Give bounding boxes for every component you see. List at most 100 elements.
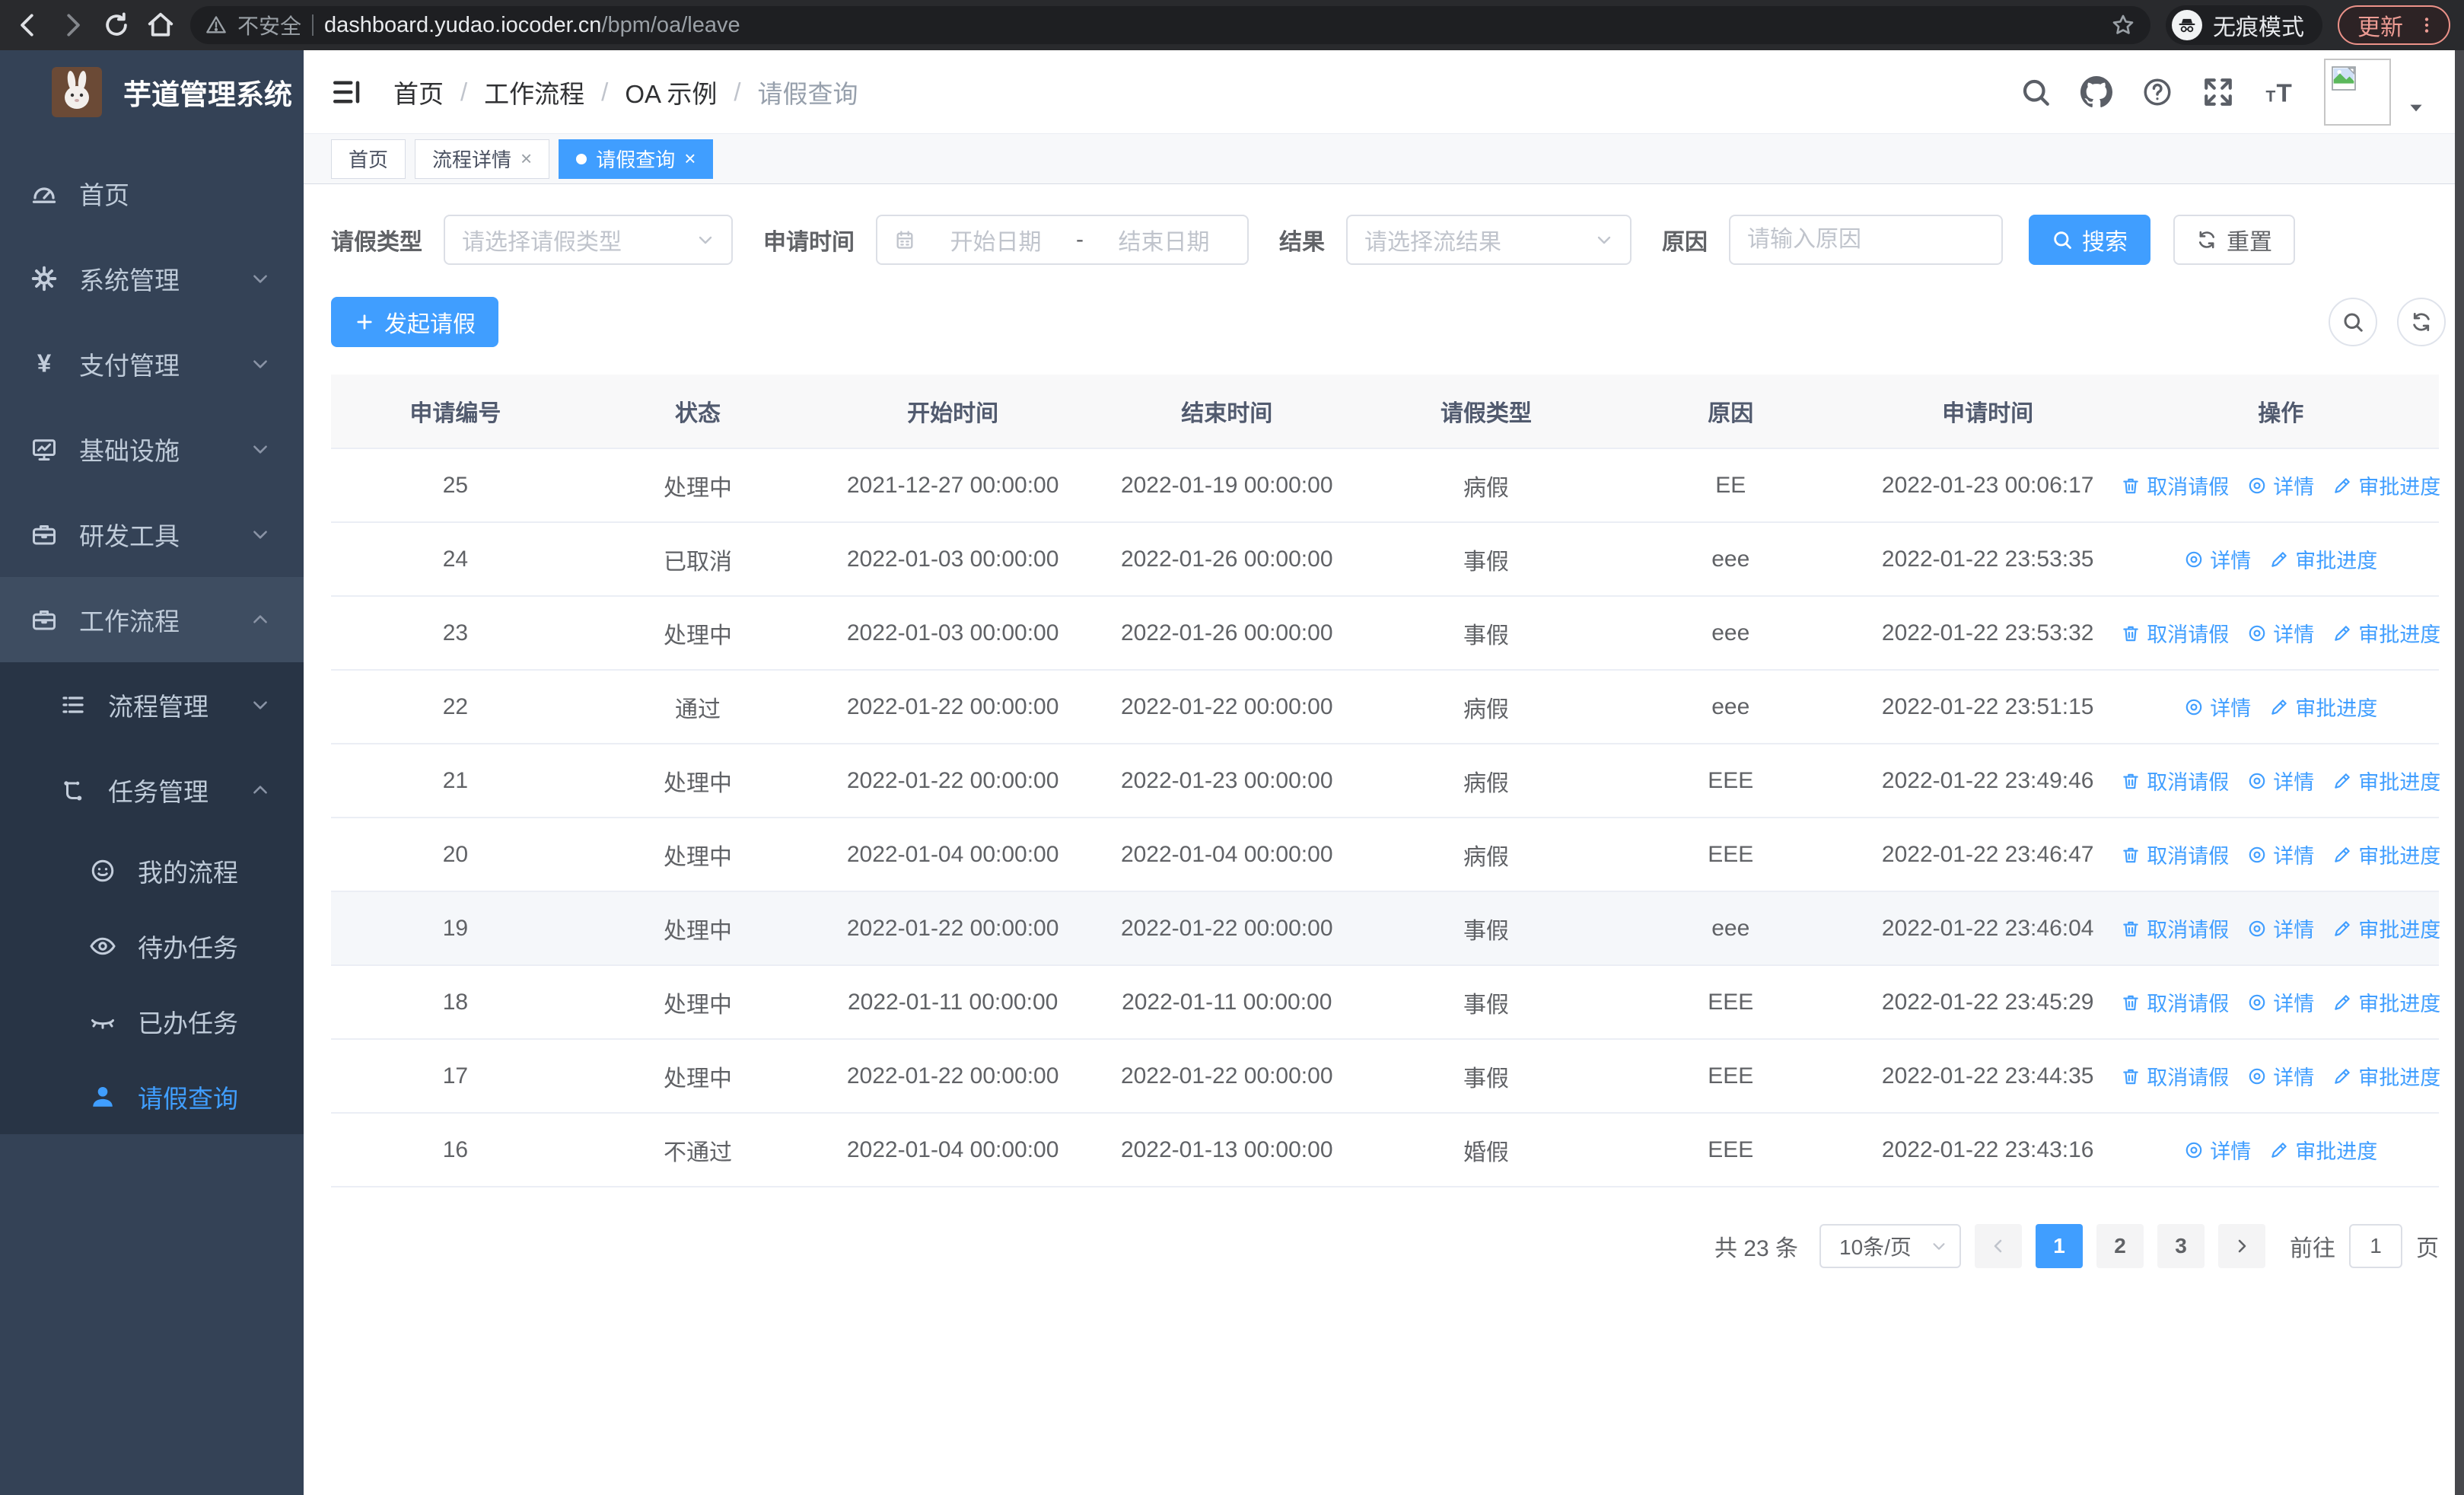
caret-down-icon[interactable] <box>2406 98 2426 118</box>
font-size-icon[interactable] <box>2263 76 2295 108</box>
trash-icon <box>2121 919 2141 939</box>
user-menu[interactable] <box>2324 58 2426 126</box>
cancel-leave-link[interactable]: 取消请假 <box>2121 840 2229 869</box>
breadcrumb-item[interactable]: 工作流程 <box>484 79 585 108</box>
tab-leave-query[interactable]: 请假查询 × <box>559 139 714 179</box>
sidebar-menu: 首页 系统管理 支付管理 基础设施 研发工具 <box>0 132 304 1134</box>
approval-progress-link[interactable]: 审批进度 <box>2332 987 2440 1017</box>
sidebar-item-process-mgmt[interactable]: 流程管理 <box>0 662 304 748</box>
detail-link[interactable]: 详情 <box>2184 544 2251 574</box>
sidebar-item-workflow[interactable]: 工作流程 <box>0 577 304 662</box>
approval-progress-link[interactable]: 审批进度 <box>2332 618 2440 648</box>
detail-link[interactable]: 详情 <box>2247 470 2314 500</box>
detail-link[interactable]: 详情 <box>2184 692 2251 722</box>
sidebar-item-task-mgmt[interactable]: 任务管理 <box>0 748 304 833</box>
next-page-button[interactable] <box>2218 1224 2265 1268</box>
avatar[interactable] <box>2324 58 2391 126</box>
bookmark-star-icon[interactable] <box>2111 13 2135 37</box>
address-bar[interactable]: 不安全 dashboard.yudao.iocoder.cn/bpm/oa/le… <box>190 6 2150 44</box>
breadcrumb-item[interactable]: 首页 <box>393 79 444 108</box>
chevron-down-icon <box>1931 1238 1947 1254</box>
page-button-1[interactable]: 1 <box>2036 1224 2083 1268</box>
total-count: 共 23 条 <box>1714 1236 1798 1261</box>
cancel-leave-link[interactable]: 取消请假 <box>2121 766 2229 795</box>
sidebar-item-infra[interactable]: 基础设施 <box>0 406 304 492</box>
sidebar-item-home[interactable]: 首页 <box>0 151 304 236</box>
cancel-leave-link[interactable]: 取消请假 <box>2121 618 2229 648</box>
detail-link[interactable]: 详情 <box>2247 987 2314 1017</box>
browser-menu-icon[interactable] <box>2417 15 2437 35</box>
detail-link[interactable]: 详情 <box>2247 766 2314 795</box>
main-area: 首页 / 工作流程 / OA 示例 / 请假查询 <box>304 50 2464 1495</box>
goto-page-input[interactable] <box>2349 1224 2402 1268</box>
apply-time-range-picker[interactable]: 开始日期 - 结束日期 <box>876 215 1249 265</box>
toggle-search-button[interactable] <box>2329 298 2377 346</box>
fullscreen-icon[interactable] <box>2202 76 2234 108</box>
tab-home[interactable]: 首页 <box>331 139 406 179</box>
sidebar-item-devtools[interactable]: 研发工具 <box>0 492 304 577</box>
page-size-select[interactable]: 10条/页 <box>1819 1224 1961 1268</box>
col-header-apply-time: 申请时间 <box>1852 375 2123 449</box>
reason-input[interactable] <box>1730 216 2001 263</box>
search-button[interactable]: 搜索 <box>2029 215 2150 265</box>
refresh-table-button[interactable] <box>2397 298 2446 346</box>
app-logo <box>52 67 102 117</box>
cancel-leave-link[interactable]: 取消请假 <box>2121 987 2229 1017</box>
close-icon[interactable]: × <box>520 147 533 170</box>
sidebar-item-system[interactable]: 系统管理 <box>0 236 304 321</box>
prev-page-button[interactable] <box>1975 1224 2022 1268</box>
sidebar-item-pay[interactable]: 支付管理 <box>0 321 304 406</box>
view-icon <box>2247 476 2267 496</box>
detail-link[interactable]: 详情 <box>2184 1135 2251 1165</box>
detail-link[interactable]: 详情 <box>2247 840 2314 869</box>
sidebar-collapse-icon[interactable] <box>331 76 363 108</box>
leave-type-select[interactable]: 请选择请假类型 <box>444 215 733 265</box>
create-leave-button[interactable]: 发起请假 <box>331 297 498 347</box>
browser-home-icon[interactable] <box>146 11 175 40</box>
approval-progress-link[interactable]: 审批进度 <box>2269 1135 2377 1165</box>
help-icon[interactable] <box>2141 76 2173 108</box>
sidebar-item-done-task[interactable]: 已办任务 <box>0 983 304 1059</box>
flow-list-icon <box>59 691 87 719</box>
scrollbar[interactable] <box>2455 50 2464 1495</box>
security-warning-icon[interactable] <box>205 14 227 36</box>
detail-link[interactable]: 详情 <box>2247 913 2314 943</box>
approval-progress-link[interactable]: 审批进度 <box>2332 766 2440 795</box>
sidebar-item-leave-query[interactable]: 请假查询 <box>0 1059 304 1134</box>
close-icon[interactable]: × <box>684 147 696 170</box>
page-button-2[interactable]: 2 <box>2096 1224 2144 1268</box>
result-select[interactable]: 请选择流结果 <box>1346 215 1632 265</box>
cancel-leave-link[interactable]: 取消请假 <box>2121 470 2229 500</box>
breadcrumb-item[interactable]: OA 示例 <box>625 79 718 108</box>
pagination: 共 23 条 10条/页 1 2 3 前往 页 <box>331 1224 2439 1268</box>
approval-progress-link[interactable]: 审批进度 <box>2332 840 2440 869</box>
search-icon[interactable] <box>2020 76 2052 108</box>
browser-back-icon[interactable] <box>14 11 43 40</box>
update-button[interactable]: 更新 <box>2338 5 2450 45</box>
sidebar-item-todo-task[interactable]: 待办任务 <box>0 908 304 983</box>
browser-toolbar: 不安全 dashboard.yudao.iocoder.cn/bpm/oa/le… <box>0 0 2464 50</box>
page-button-3[interactable]: 3 <box>2157 1224 2205 1268</box>
sidebar-item-my-process[interactable]: 我的流程 <box>0 833 304 908</box>
approval-progress-link[interactable]: 审批进度 <box>2269 544 2377 574</box>
approval-progress-link[interactable]: 审批进度 <box>2332 913 2440 943</box>
detail-link[interactable]: 详情 <box>2247 618 2314 648</box>
approval-progress-link[interactable]: 审批进度 <box>2332 1061 2440 1091</box>
end-date-placeholder[interactable]: 结束日期 <box>1118 230 1210 255</box>
calendar-icon <box>894 229 915 250</box>
approval-progress-link[interactable]: 审批进度 <box>2332 470 2440 500</box>
tab-process-detail[interactable]: 流程详情 × <box>415 139 550 179</box>
github-icon[interactable] <box>2080 76 2112 108</box>
browser-reload-icon[interactable] <box>102 11 131 40</box>
browser-forward-icon[interactable] <box>58 11 87 40</box>
trash-icon <box>2121 623 2141 643</box>
detail-link[interactable]: 详情 <box>2247 1061 2314 1091</box>
cancel-leave-link[interactable]: 取消请假 <box>2121 913 2229 943</box>
app-logo-row[interactable]: 芋道管理系统 <box>0 50 304 132</box>
col-header-start: 开始时间 <box>816 375 1090 449</box>
start-date-placeholder[interactable]: 开始日期 <box>950 230 1042 255</box>
cancel-leave-link[interactable]: 取消请假 <box>2121 1061 2229 1091</box>
reset-button[interactable]: 重置 <box>2173 215 2295 265</box>
approval-progress-link[interactable]: 审批进度 <box>2269 692 2377 722</box>
